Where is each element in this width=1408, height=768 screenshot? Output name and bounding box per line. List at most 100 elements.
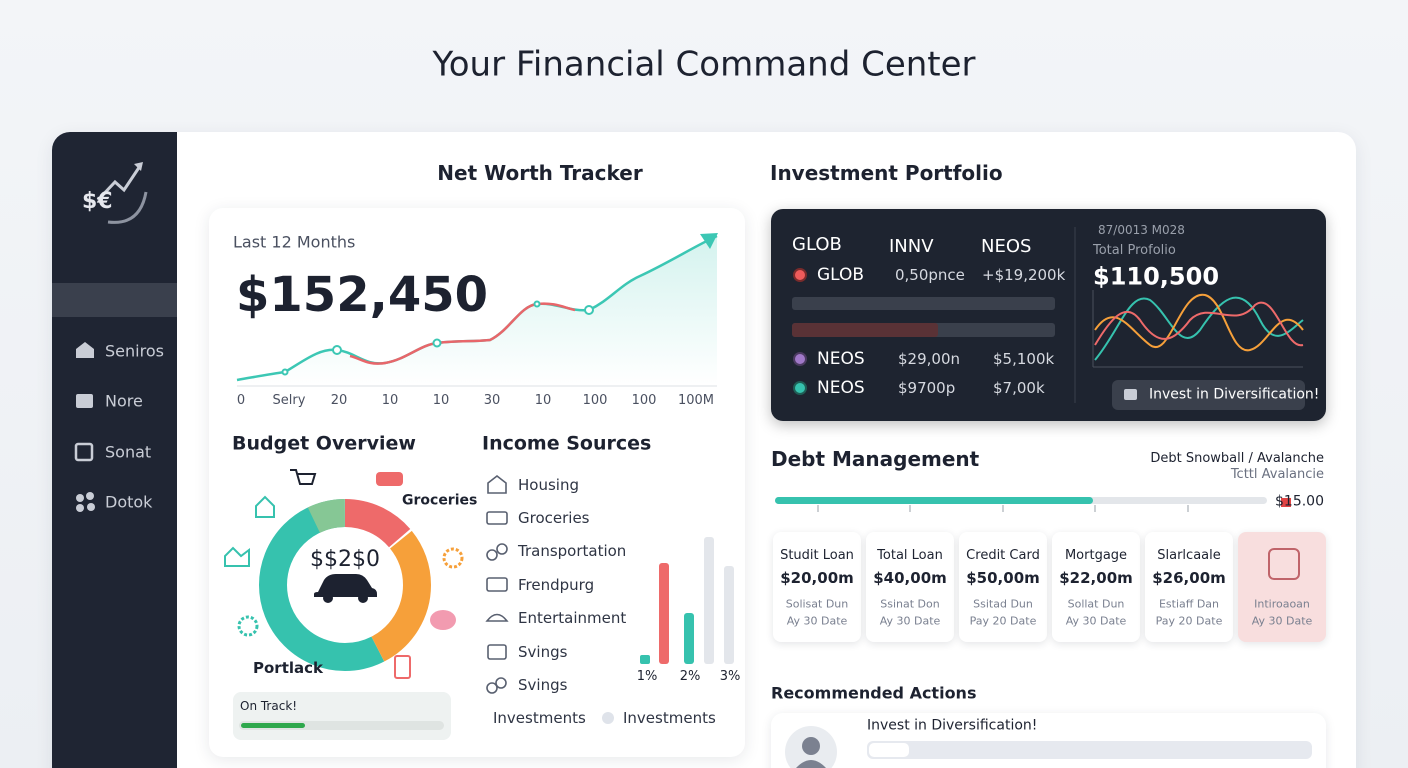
debt-card [866,532,954,642]
x-label: 10 [381,393,399,409]
segment-label: Groceries [402,492,478,509]
logo-arrow [96,165,142,202]
inv-total-label: Total Profolio [1093,243,1176,259]
section-title: Investment Portfolio [770,161,1003,185]
debt-card-line: Ay 30 Date [786,614,848,628]
debt-card-line: Solisat Dun [785,597,849,611]
debt-card-line: Sollat Dun [1067,597,1125,611]
sidebar-item[interactable]: Dotok [105,492,153,512]
action-item[interactable]: Invest in Diversification! [867,717,1038,734]
icon-popcorn [394,655,411,679]
x-label: 30 [483,393,501,409]
x-label: 100 [582,393,608,409]
avatar-body [796,760,826,768]
net-worth-arrow [700,233,718,249]
bar-label: 3% [719,669,741,685]
section-title: Net Worth Tracker [437,161,643,185]
avatar-head [802,737,820,755]
inv-header: INNV [889,236,934,258]
debt-card-label: Mortgage [1064,548,1128,564]
inv-button-bg [1112,380,1305,410]
inv-value: $9700p [898,379,956,397]
x-label: 0 [236,393,246,409]
debt-card-amount: $40,00m [873,569,947,587]
dot-teal [793,381,807,395]
inv-name: NEOS [817,348,865,369]
icon-store [76,394,93,408]
icon-house [255,495,275,518]
inv-button[interactable]: Invest in Diversification! [1149,386,1320,403]
income-icons [485,474,509,694]
legend-label: Investments [623,709,716,727]
debt-card-amount: $50,00m [966,569,1040,587]
logo-swirl [107,191,148,224]
x-label: 100M [677,393,715,409]
x-label: 100 [631,393,657,409]
sidebar-item[interactable]: Nore [105,391,143,411]
debt-card-amount: $26,00m [1152,569,1226,587]
icon-piggy [430,610,456,630]
debt-fill [775,497,1093,504]
debt-card-line: Ssitad Dun [973,597,1033,611]
inv-date: 87/0013 M028 [1098,222,1185,237]
debt-card-label: Slarlcaale [1157,548,1221,564]
debt-card-line: Ay 30 Date [1251,614,1313,628]
period: Last 12 Months [233,232,356,252]
inv-change: $7,00k [993,379,1045,397]
action-fill [869,743,909,757]
section-title: Budget Overview [232,432,416,455]
section-title: Recommended Actions [771,683,977,703]
action-track [867,741,1312,759]
inv-chart [1092,290,1304,368]
income-item: Svings [518,676,568,694]
income-item: Housing [518,476,579,494]
debt-card-line: Ay 30 Date [879,614,941,628]
debt-card-label: Credit Card [966,548,1040,564]
debt-card [959,532,1047,642]
debt-card [1145,532,1233,642]
status: On Track! [240,698,298,713]
bar-label: 1% [636,669,658,685]
income-bars [640,537,734,664]
debt-card-amount: $22,00m [1059,569,1133,587]
debt-card-label: Studit Loan [780,548,854,564]
icon-car-red [376,472,403,486]
x-label: 20 [330,393,348,409]
x-label: 10 [432,393,450,409]
income-item: Svings [518,643,568,661]
inv-change: +$19,200k [982,266,1066,284]
debt-card-icon [1268,548,1300,580]
section-title: Debt Management [771,447,980,471]
inv-name: GLOB [817,264,865,285]
debt-card [773,532,861,642]
debt-ticks [817,505,1189,512]
debt-card-line: Intiroaoan [1254,597,1310,611]
donut [259,499,431,671]
icon-city [224,546,250,567]
income-item: Groceries [518,509,590,527]
inv-bar-2-fill [792,323,938,337]
logo-arrow-head [134,162,143,171]
legend-label: Investments [493,709,586,727]
debt-amount: $15.00 [1275,493,1324,510]
icon-dots [76,492,95,512]
debt-card [1238,532,1326,642]
inv-total: $110,500 [1093,262,1220,291]
debt-toggle[interactable]: Debt Snowball / Avalanche [1150,451,1324,467]
inv-button-icon [1124,389,1137,400]
inv-value: 0,50pnce [895,266,965,284]
income-item: Entertainment [518,609,627,627]
inv-value: $29,00n [898,350,960,368]
debt-card-amount: $20,00m [780,569,854,587]
debt-flag [1281,498,1291,507]
dot-red [793,268,807,282]
donut-center: $$2$0 [310,546,380,572]
icon-doc [74,442,94,462]
income-item: Frendpurg [518,576,595,594]
sidebar-item[interactable]: Seniros [105,341,164,361]
sidebar-item[interactable]: Sonat [105,442,152,462]
inv-bar-1 [792,297,1055,310]
net-worth-value: $152,450 [236,267,489,324]
